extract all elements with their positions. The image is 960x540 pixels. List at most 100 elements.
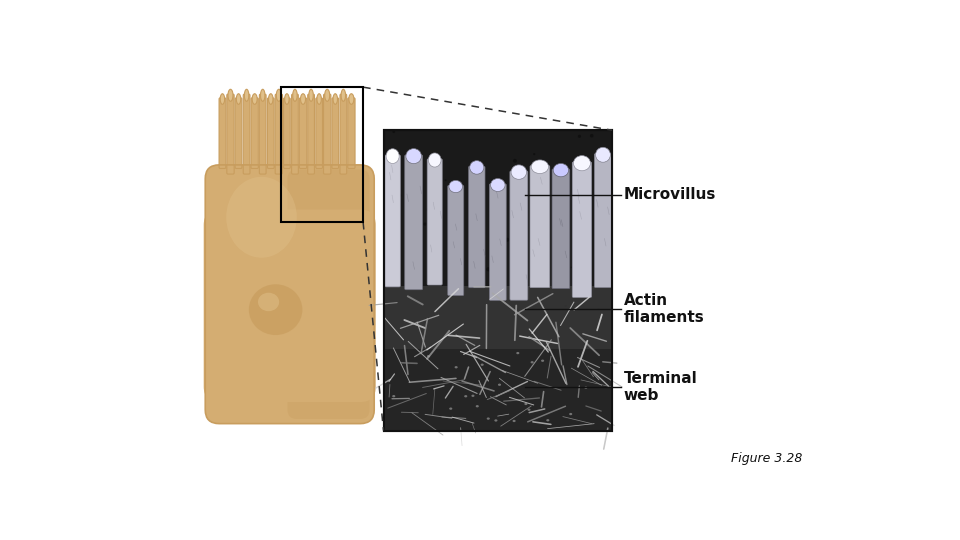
Ellipse shape	[252, 94, 257, 104]
FancyBboxPatch shape	[268, 98, 275, 168]
Ellipse shape	[398, 194, 401, 197]
Ellipse shape	[333, 94, 338, 104]
Ellipse shape	[420, 286, 424, 291]
Ellipse shape	[494, 419, 497, 422]
Ellipse shape	[245, 89, 249, 102]
Ellipse shape	[300, 94, 305, 104]
Ellipse shape	[469, 161, 484, 174]
Ellipse shape	[258, 293, 279, 311]
FancyBboxPatch shape	[594, 153, 612, 287]
FancyBboxPatch shape	[205, 165, 374, 423]
FancyBboxPatch shape	[447, 185, 464, 295]
FancyBboxPatch shape	[316, 98, 323, 168]
Text: Terminal
web: Terminal web	[624, 371, 698, 403]
Ellipse shape	[390, 179, 394, 183]
FancyBboxPatch shape	[308, 94, 315, 174]
FancyBboxPatch shape	[300, 98, 306, 168]
Ellipse shape	[546, 419, 549, 421]
Ellipse shape	[487, 417, 490, 420]
Ellipse shape	[471, 395, 474, 397]
FancyBboxPatch shape	[385, 155, 400, 287]
Ellipse shape	[449, 408, 452, 410]
Ellipse shape	[220, 94, 225, 104]
Bar	[383, 130, 612, 430]
FancyBboxPatch shape	[332, 98, 339, 168]
FancyBboxPatch shape	[235, 98, 242, 168]
Ellipse shape	[309, 89, 313, 102]
Ellipse shape	[522, 287, 524, 288]
Ellipse shape	[384, 278, 388, 282]
Ellipse shape	[573, 156, 590, 171]
Ellipse shape	[479, 213, 480, 214]
Ellipse shape	[491, 179, 505, 192]
Ellipse shape	[341, 89, 346, 102]
Ellipse shape	[575, 159, 579, 163]
Bar	[383, 349, 612, 430]
Ellipse shape	[595, 147, 611, 162]
Ellipse shape	[236, 94, 241, 104]
Ellipse shape	[449, 180, 463, 193]
Ellipse shape	[569, 413, 572, 415]
Ellipse shape	[413, 188, 416, 192]
Ellipse shape	[276, 89, 281, 102]
FancyBboxPatch shape	[340, 94, 347, 174]
Ellipse shape	[531, 160, 548, 173]
FancyBboxPatch shape	[283, 98, 290, 168]
Ellipse shape	[423, 222, 426, 226]
Ellipse shape	[476, 405, 479, 407]
FancyBboxPatch shape	[292, 94, 299, 174]
Ellipse shape	[428, 153, 441, 167]
Ellipse shape	[465, 395, 468, 397]
Ellipse shape	[228, 89, 233, 102]
FancyBboxPatch shape	[219, 98, 226, 168]
FancyBboxPatch shape	[348, 98, 355, 168]
Ellipse shape	[317, 94, 322, 104]
Ellipse shape	[393, 130, 396, 133]
FancyBboxPatch shape	[572, 162, 591, 298]
Ellipse shape	[444, 179, 446, 181]
Ellipse shape	[393, 395, 396, 397]
FancyBboxPatch shape	[552, 169, 570, 288]
FancyBboxPatch shape	[427, 159, 443, 285]
Ellipse shape	[513, 420, 516, 422]
Text: Actin
filaments: Actin filaments	[624, 293, 705, 325]
Ellipse shape	[324, 89, 329, 102]
Ellipse shape	[511, 165, 527, 179]
Ellipse shape	[553, 164, 568, 177]
Ellipse shape	[527, 409, 531, 411]
Ellipse shape	[598, 152, 600, 154]
Ellipse shape	[348, 94, 354, 104]
FancyBboxPatch shape	[243, 94, 250, 174]
Ellipse shape	[285, 94, 289, 104]
Ellipse shape	[397, 157, 398, 158]
Ellipse shape	[564, 305, 567, 307]
Bar	[281, 87, 363, 222]
Ellipse shape	[524, 403, 527, 405]
Ellipse shape	[533, 153, 536, 155]
Ellipse shape	[578, 134, 581, 138]
Bar	[383, 286, 612, 353]
Ellipse shape	[505, 238, 510, 242]
Text: Figure 3.28: Figure 3.28	[731, 452, 802, 465]
FancyBboxPatch shape	[276, 94, 282, 174]
FancyBboxPatch shape	[259, 94, 266, 174]
Ellipse shape	[427, 208, 430, 212]
Ellipse shape	[427, 355, 430, 357]
Ellipse shape	[502, 254, 505, 257]
Bar	[383, 130, 612, 430]
Text: Microvillus: Microvillus	[624, 187, 716, 202]
FancyBboxPatch shape	[287, 170, 370, 419]
Ellipse shape	[585, 387, 588, 389]
Ellipse shape	[516, 352, 519, 354]
FancyBboxPatch shape	[468, 166, 485, 288]
FancyBboxPatch shape	[227, 94, 234, 174]
Ellipse shape	[570, 267, 572, 268]
Ellipse shape	[293, 89, 298, 102]
FancyBboxPatch shape	[530, 166, 550, 288]
FancyBboxPatch shape	[204, 210, 375, 402]
Ellipse shape	[481, 363, 484, 366]
Ellipse shape	[541, 360, 544, 362]
Ellipse shape	[386, 149, 399, 164]
FancyBboxPatch shape	[490, 184, 506, 300]
Ellipse shape	[269, 94, 273, 104]
